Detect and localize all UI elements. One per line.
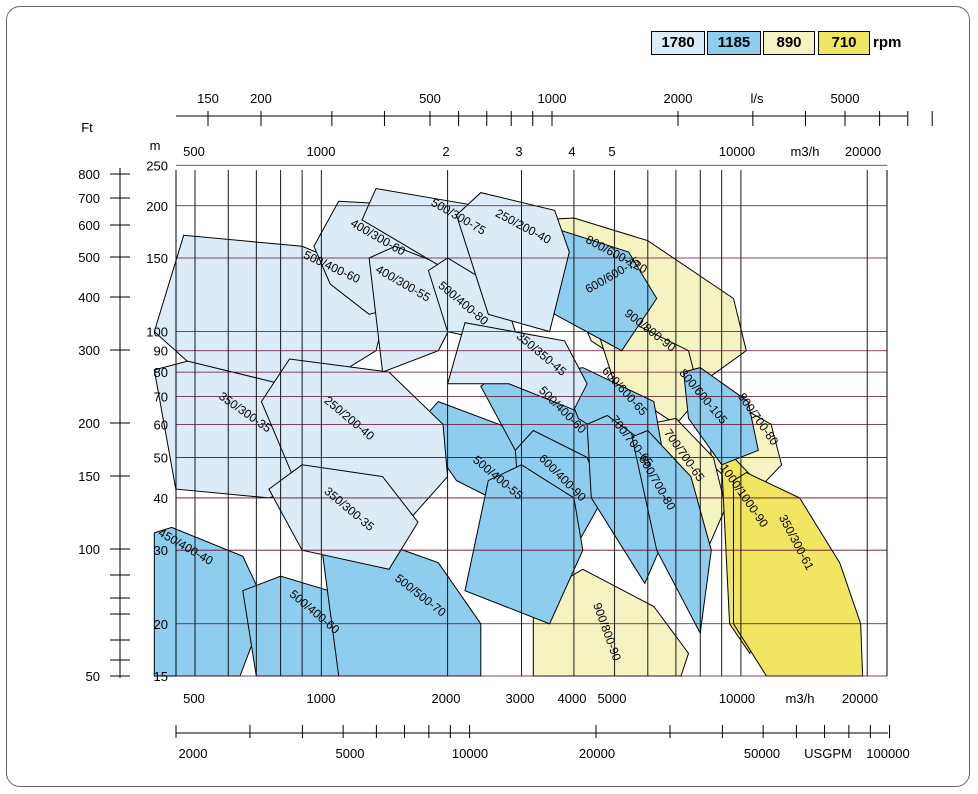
legend-label: 1185 — [717, 34, 751, 51]
ls-tick-label: 2000 — [664, 91, 693, 106]
ls-tick-label: 200 — [250, 91, 272, 106]
m-tick-label: 200 — [146, 199, 168, 214]
bottom-m3h-tick-label: 10000 — [719, 691, 755, 706]
ls-tick-label: 500 — [419, 91, 441, 106]
top-m3h-tick-label: 3 — [515, 144, 522, 159]
bottom-m3h-tick-label: 3000 — [506, 691, 535, 706]
m-tick-label: 15 — [154, 669, 168, 684]
bottom-m3h-tick-label: 1000 — [307, 691, 336, 706]
legend-label: 1780 — [661, 34, 695, 51]
ft-tick-label: 50 — [86, 669, 100, 684]
usgpm-tick-label: 10000 — [452, 746, 488, 761]
bottom-m3h-unit: m3/h — [786, 691, 815, 706]
usgpm-tick-label: 100000 — [866, 746, 909, 761]
top-m3h-tick-label: 4 — [568, 144, 575, 159]
legend-unit: rpm — [873, 34, 902, 51]
legend-1185: 1185 — [707, 31, 761, 55]
m-tick-label: 40 — [154, 491, 168, 506]
legend-label: 890 — [776, 34, 802, 51]
ft-tick-label: 150 — [78, 469, 100, 484]
ls-tick-label: 5000 — [831, 91, 860, 106]
usgpm-tick-label: 20000 — [579, 746, 615, 761]
usgpm-tick-label: 5000 — [336, 746, 365, 761]
top-m3h-tick-label: 1000 — [307, 144, 336, 159]
ft-tick-label: 100 — [78, 542, 100, 557]
ls-tick-label: 1000 — [538, 91, 567, 106]
bottom-m3h-tick-label: 2000 — [432, 691, 461, 706]
m-tick-label: 50 — [154, 450, 168, 465]
bottom-m3h-tick-label: 5000 — [598, 691, 627, 706]
top-m3h-unit: m3/h — [791, 144, 820, 159]
ft-tick-label: 300 — [78, 343, 100, 358]
bottom-m3h-tick-label: 4000 — [558, 691, 587, 706]
pump-area-500-400-80-1780 — [455, 192, 570, 333]
ft-axis-unit: Ft — [81, 120, 93, 135]
legend-1780: 1780 — [651, 31, 705, 55]
ft-tick-label: 400 — [78, 290, 100, 305]
m-tick-label: 150 — [146, 251, 168, 266]
legend-710: 710 — [818, 31, 870, 55]
legend-label: 710 — [831, 34, 857, 51]
ft-tick-label: 700 — [78, 191, 100, 206]
usgpm-tick-label: 50000 — [744, 746, 780, 761]
bottom-m3h-tick-label: 500 — [183, 691, 205, 706]
top-m3h-tick-label: 5 — [608, 144, 615, 159]
usgpm-tick-label: 2000 — [179, 746, 208, 761]
top-m3h-tick-label: 10000 — [719, 144, 755, 159]
chart-frame — [6, 6, 970, 787]
m-tick-label: 100 — [146, 325, 168, 340]
m-tick-label: 60 — [154, 417, 168, 432]
ft-tick-label: 500 — [78, 250, 100, 265]
pump-area-500-400-60-1780 — [446, 322, 588, 411]
top-m3h-tick-label: 2 — [442, 144, 449, 159]
ft-tick-label: 200 — [78, 416, 100, 431]
m-tick-label: 250 — [146, 158, 168, 173]
ls-tick-label: 150 — [197, 91, 219, 106]
m-tick-label: 30 — [154, 543, 168, 558]
top-m3h-tick-label: 20000 — [845, 144, 881, 159]
usgpm-axis-unit: USGPM — [804, 746, 852, 761]
m-tick-label: 70 — [154, 389, 168, 404]
ls-axis-unit: l/s — [751, 91, 765, 106]
ft-tick-label: 800 — [78, 167, 100, 182]
m-tick-label: 20 — [154, 617, 168, 632]
m-tick-label: 90 — [154, 344, 168, 359]
m-tick-label: 80 — [154, 365, 168, 380]
legend-890: 890 — [763, 31, 815, 55]
ft-tick-label: 600 — [78, 218, 100, 233]
bottom-m3h-tick-label: 20000 — [842, 691, 878, 706]
m-axis-unit: m — [150, 138, 161, 153]
top-m3h-tick-label: 500 — [183, 144, 205, 159]
